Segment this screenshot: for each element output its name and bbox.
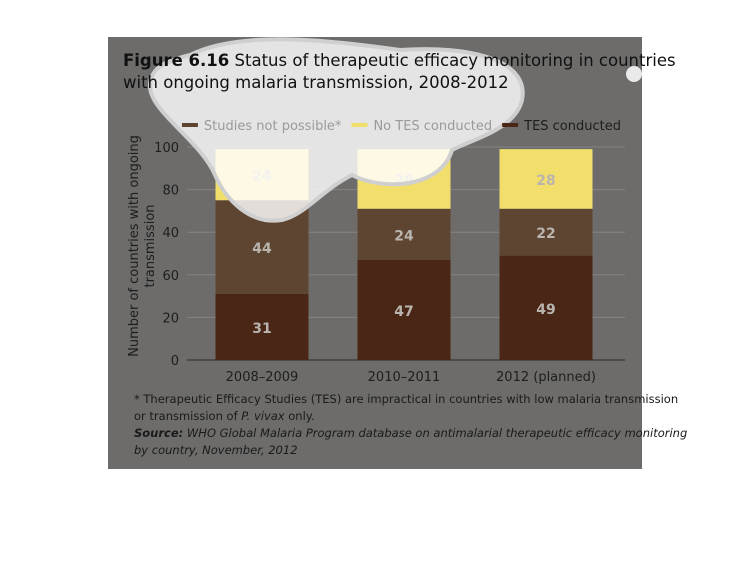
bar-segment <box>357 259 451 360</box>
y-tick-label: 80 <box>162 184 179 199</box>
data-label: 22 <box>536 226 555 242</box>
x-tick-label: 2012 (planned) <box>496 370 596 385</box>
x-tick-label: 2010–2011 <box>368 370 441 385</box>
data-label: 28 <box>536 173 555 189</box>
data-label: 44 <box>252 241 272 257</box>
source-line: WHO Global Malaria Program database on a… <box>187 426 687 440</box>
source-line: by country, November, 2012 <box>134 443 298 457</box>
footnote-part: or transmission of <box>134 409 241 423</box>
data-label: 47 <box>394 304 413 320</box>
y-tick-label: 20 <box>162 311 179 326</box>
bar-segment <box>215 293 309 360</box>
data-label: 31 <box>252 321 271 337</box>
bar-segment <box>499 149 593 209</box>
y-tick-label: 40 <box>162 226 179 241</box>
footnote: or transmission of P. vivax only. <box>134 409 315 423</box>
data-label: 24 <box>394 228 414 244</box>
y-axis-label: Number of countries with ongoing <box>127 135 142 357</box>
highlight-blob <box>147 37 525 223</box>
y-tick-label: 60 <box>162 269 179 284</box>
title-line: with ongoing malaria transmission, 2008-… <box>123 73 509 92</box>
y-axis-label: transmission <box>143 204 158 287</box>
figure-label: Figure 6.16 <box>123 51 229 70</box>
bar-segment <box>499 255 593 360</box>
chart-title: Figure 6.16 Status of therapeutic effica… <box>123 51 676 70</box>
legend-label: TES conducted <box>523 119 621 134</box>
y-tick-label: 0 <box>171 354 179 369</box>
y-tick-label: 100 <box>154 141 179 156</box>
title-line: Status of therapeutic efficacy monitorin… <box>235 51 676 70</box>
data-label: 49 <box>536 302 555 318</box>
bar-segment <box>499 208 593 256</box>
highlight-dot <box>626 66 642 82</box>
source-label: Source: <box>134 426 183 440</box>
legend-label: No TES conducted <box>373 119 492 134</box>
bar-segment <box>357 208 451 260</box>
footnote-part: P. vivax <box>241 409 285 423</box>
x-tick-label: 2008–2009 <box>226 370 299 385</box>
footnote-part: only. <box>285 409 315 423</box>
footnote: * Therapeutic Efficacy Studies (TES) are… <box>134 392 678 406</box>
legend-label: Studies not possible* <box>204 119 342 134</box>
source: Source: WHO Global Malaria Program datab… <box>134 426 687 440</box>
